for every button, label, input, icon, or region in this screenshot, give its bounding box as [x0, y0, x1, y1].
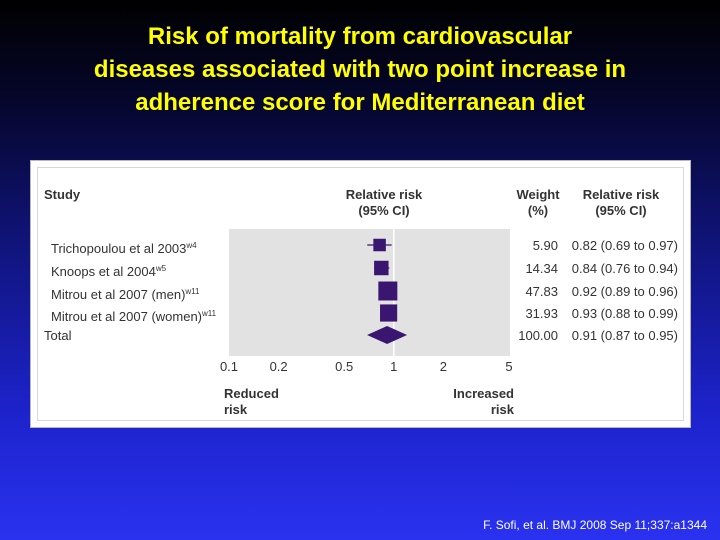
x-tick-label: 2	[439, 359, 448, 374]
header-study: Study	[44, 187, 81, 202]
title-line-2: diseases associated with two point incre…	[93, 56, 627, 83]
header-rr-plot-line2: (95% CI)	[358, 203, 410, 218]
forest-plot-panel	[30, 160, 691, 428]
study-name-1: Trichopoulou et al 2003	[51, 241, 187, 256]
weight-4: 31.93	[525, 306, 558, 321]
study-marker	[373, 238, 386, 252]
study-ref-1: w4	[186, 241, 197, 250]
x-tick-label: 0.2	[269, 359, 288, 374]
study-marker	[374, 260, 389, 276]
total-label: Total	[44, 328, 72, 343]
weight-total: 100.00	[518, 328, 558, 343]
title-line-1: Risk of mortality from cardiovascular	[147, 23, 573, 50]
x-tick-label: 0.1	[219, 359, 239, 374]
x-tick-label: 5	[505, 359, 513, 374]
rr-text-3: 0.92 (0.89 to 0.96)	[571, 284, 678, 299]
study-ref-2: w5	[155, 264, 167, 273]
study-label-2: Knoops et al 2004w5	[51, 261, 166, 280]
slide-title: Risk of mortality from cardiovascular di…	[20, 20, 700, 119]
study-name-3: Mitrou et al 2007 (men)	[51, 287, 186, 302]
header-rr-line2: (95% CI)	[595, 203, 647, 218]
header-weight-line2: (%)	[527, 203, 549, 218]
header-weight-line1: Weight	[516, 187, 560, 202]
header-rr-line1: Relative risk	[582, 187, 660, 202]
weight-2: 14.34	[525, 261, 558, 276]
total-diamond	[367, 326, 408, 344]
study-ref-4: w11	[202, 309, 217, 318]
rr-text-4: 0.93 (0.88 to 0.99)	[571, 306, 678, 321]
study-marker	[378, 281, 398, 301]
study-name-2: Knoops et al 2004	[51, 264, 156, 279]
x-tick-label: 1	[390, 359, 398, 374]
rr-text-total: 0.91 (0.87 to 0.95)	[571, 328, 678, 343]
study-ref-3: w11	[185, 287, 200, 296]
weight-3: 47.83	[525, 284, 558, 299]
study-label-4: Mitrou et al 2007 (women)w11	[51, 306, 216, 325]
citation: F. Sofi, et al. BMJ 2008 Sep 11;337:a134…	[483, 518, 707, 532]
study-marker	[380, 304, 398, 322]
panel-inner-border	[37, 167, 684, 421]
increased-risk-line2: risk	[490, 402, 514, 417]
header-rr-plot-line1: Relative risk	[345, 187, 423, 202]
x-tick-label: 0.5	[335, 359, 354, 374]
rr-text-1: 0.82 (0.69 to 0.97)	[571, 238, 678, 253]
rr-text-2: 0.84 (0.76 to 0.94)	[571, 261, 678, 276]
study-label-1: Trichopoulou et al 2003w4	[51, 238, 197, 257]
increased-risk-line1: Increased	[453, 386, 514, 401]
weight-1: 5.90	[532, 238, 558, 253]
study-label-3: Mitrou et al 2007 (men)w11	[51, 284, 200, 303]
title-line-3: adherence score for Mediterranean diet	[135, 89, 585, 116]
reduced-risk-line1: Reduced	[224, 386, 279, 401]
reduced-risk-line2: risk	[224, 402, 248, 417]
study-name-4: Mitrou et al 2007 (women)	[51, 309, 203, 324]
